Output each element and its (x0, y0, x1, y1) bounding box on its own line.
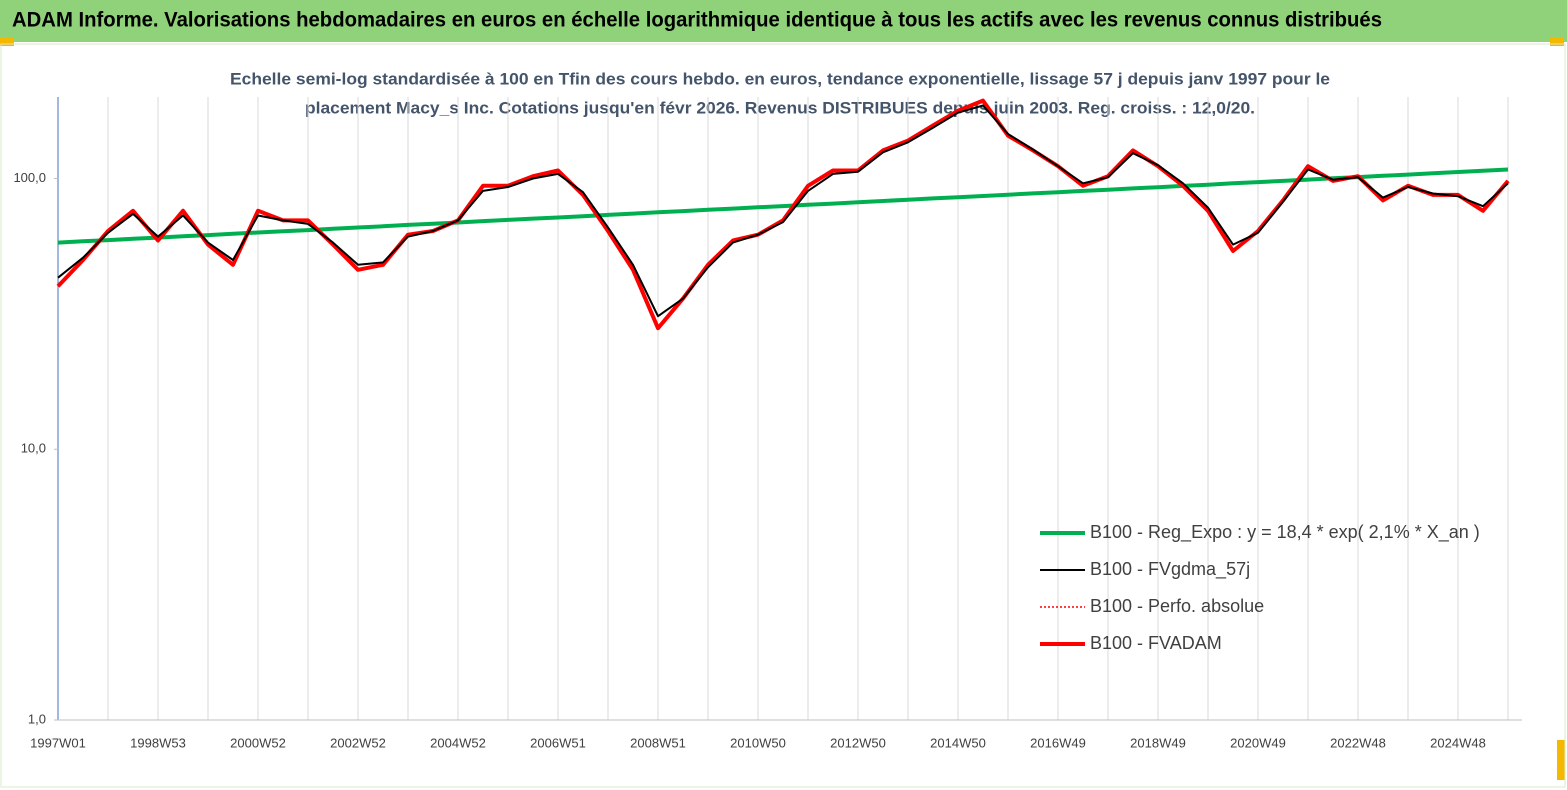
corner (1557, 740, 1565, 780)
header-band (0, 0, 1567, 42)
subtitle: Echelle semi-log standardisée à 100 en T… (230, 69, 1330, 88)
x-tick-label: 1997W01 (30, 735, 86, 750)
corner (1550, 38, 1564, 46)
x-tick-label: 2008W51 (630, 735, 686, 750)
corner (0, 38, 14, 46)
x-tick-label: 2016W49 (1030, 735, 1086, 750)
x-tick-label: 2006W51 (530, 735, 586, 750)
y-tick-label: 1,0 (28, 711, 46, 726)
x-tick-label: 2004W52 (430, 735, 486, 750)
subtitle: placement Macy_s Inc. Cotations jusqu'en… (305, 98, 1255, 117)
x-tick-label: 2002W52 (330, 735, 386, 750)
legend-label: B100 - FVADAM (1090, 633, 1222, 653)
y-tick-label: 100,0 (13, 170, 46, 185)
series-line (57, 104, 1509, 318)
x-tick-label: 2020W49 (1230, 735, 1286, 750)
x-tick-label: 2022W48 (1330, 735, 1386, 750)
series-line (57, 167, 1509, 245)
series-line (57, 99, 1509, 329)
y-tick-label: 10,0 (21, 441, 46, 456)
legend-label: B100 - Reg_Expo : y = 18,4 * exp( 2,1% *… (1090, 522, 1480, 543)
x-tick-label: 1998W53 (130, 735, 186, 750)
x-tick-label: 2010W50 (730, 735, 786, 750)
x-tick-label: 2012W50 (830, 735, 886, 750)
legend-label: B100 - Perfo. absolue (1090, 596, 1264, 616)
frame (0, 43, 1566, 788)
x-tick-label: 2014W50 (930, 735, 986, 750)
x-tick-label: 2024W48 (1430, 735, 1486, 750)
header-title: ADAM Informe. Valorisations hebdomadaire… (12, 9, 1382, 32)
x-tick-label: 2018W49 (1130, 735, 1186, 750)
legend-label: B100 - FVgdma_57j (1090, 559, 1250, 580)
x-tick-label: 2000W52 (230, 735, 286, 750)
